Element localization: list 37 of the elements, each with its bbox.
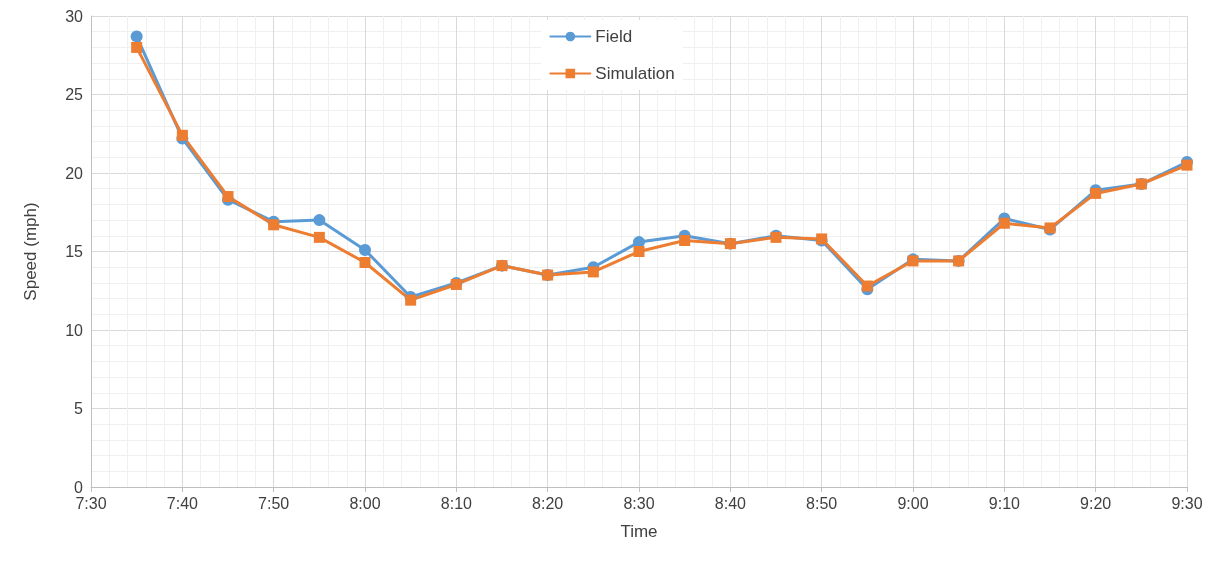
point [130, 30, 143, 43]
x-tick-label: 9:00 [897, 494, 929, 512]
x-tick-label: 7:40 [166, 494, 199, 512]
point [998, 217, 1010, 229]
x-tick-label: 9:20 [1080, 494, 1112, 512]
point [131, 41, 143, 53]
x-tick-label: 7:30 [75, 494, 107, 512]
y-tick-label: 30 [65, 7, 84, 25]
point [359, 243, 371, 256]
legend-label: Field [595, 27, 633, 46]
y-tick-label: 0 [74, 478, 84, 496]
point [268, 219, 280, 231]
y-tick-label: 5 [74, 400, 84, 417]
point [313, 214, 326, 227]
x-tick-label: 8:30 [623, 494, 655, 512]
x-tick-label: 9:10 [988, 494, 1021, 512]
x-tick-label: 8:20 [532, 494, 564, 512]
x-tick-label: 8:00 [349, 494, 381, 512]
x-tick-label: 9:30 [1171, 494, 1203, 512]
y-tick-label: 20 [65, 164, 84, 182]
point [359, 256, 371, 268]
x-axis-title: Time [620, 522, 658, 541]
legend-label: Simulation [595, 64, 675, 83]
point [587, 266, 599, 278]
x-tick-label: 8:50 [806, 494, 838, 512]
point [633, 246, 645, 257]
x-tick-label: 8:10 [440, 494, 473, 512]
point [176, 129, 188, 141]
y-axis-title: Speed (mph) [21, 202, 40, 301]
point [313, 231, 325, 243]
point [679, 235, 691, 247]
y-tick-label: 25 [65, 86, 84, 103]
y-tick-label: 15 [65, 243, 84, 260]
point [861, 280, 873, 292]
x-tick-label: 7:50 [258, 494, 290, 512]
x-tick-label: 8:40 [714, 494, 747, 512]
y-tick-label: 10 [65, 321, 84, 339]
